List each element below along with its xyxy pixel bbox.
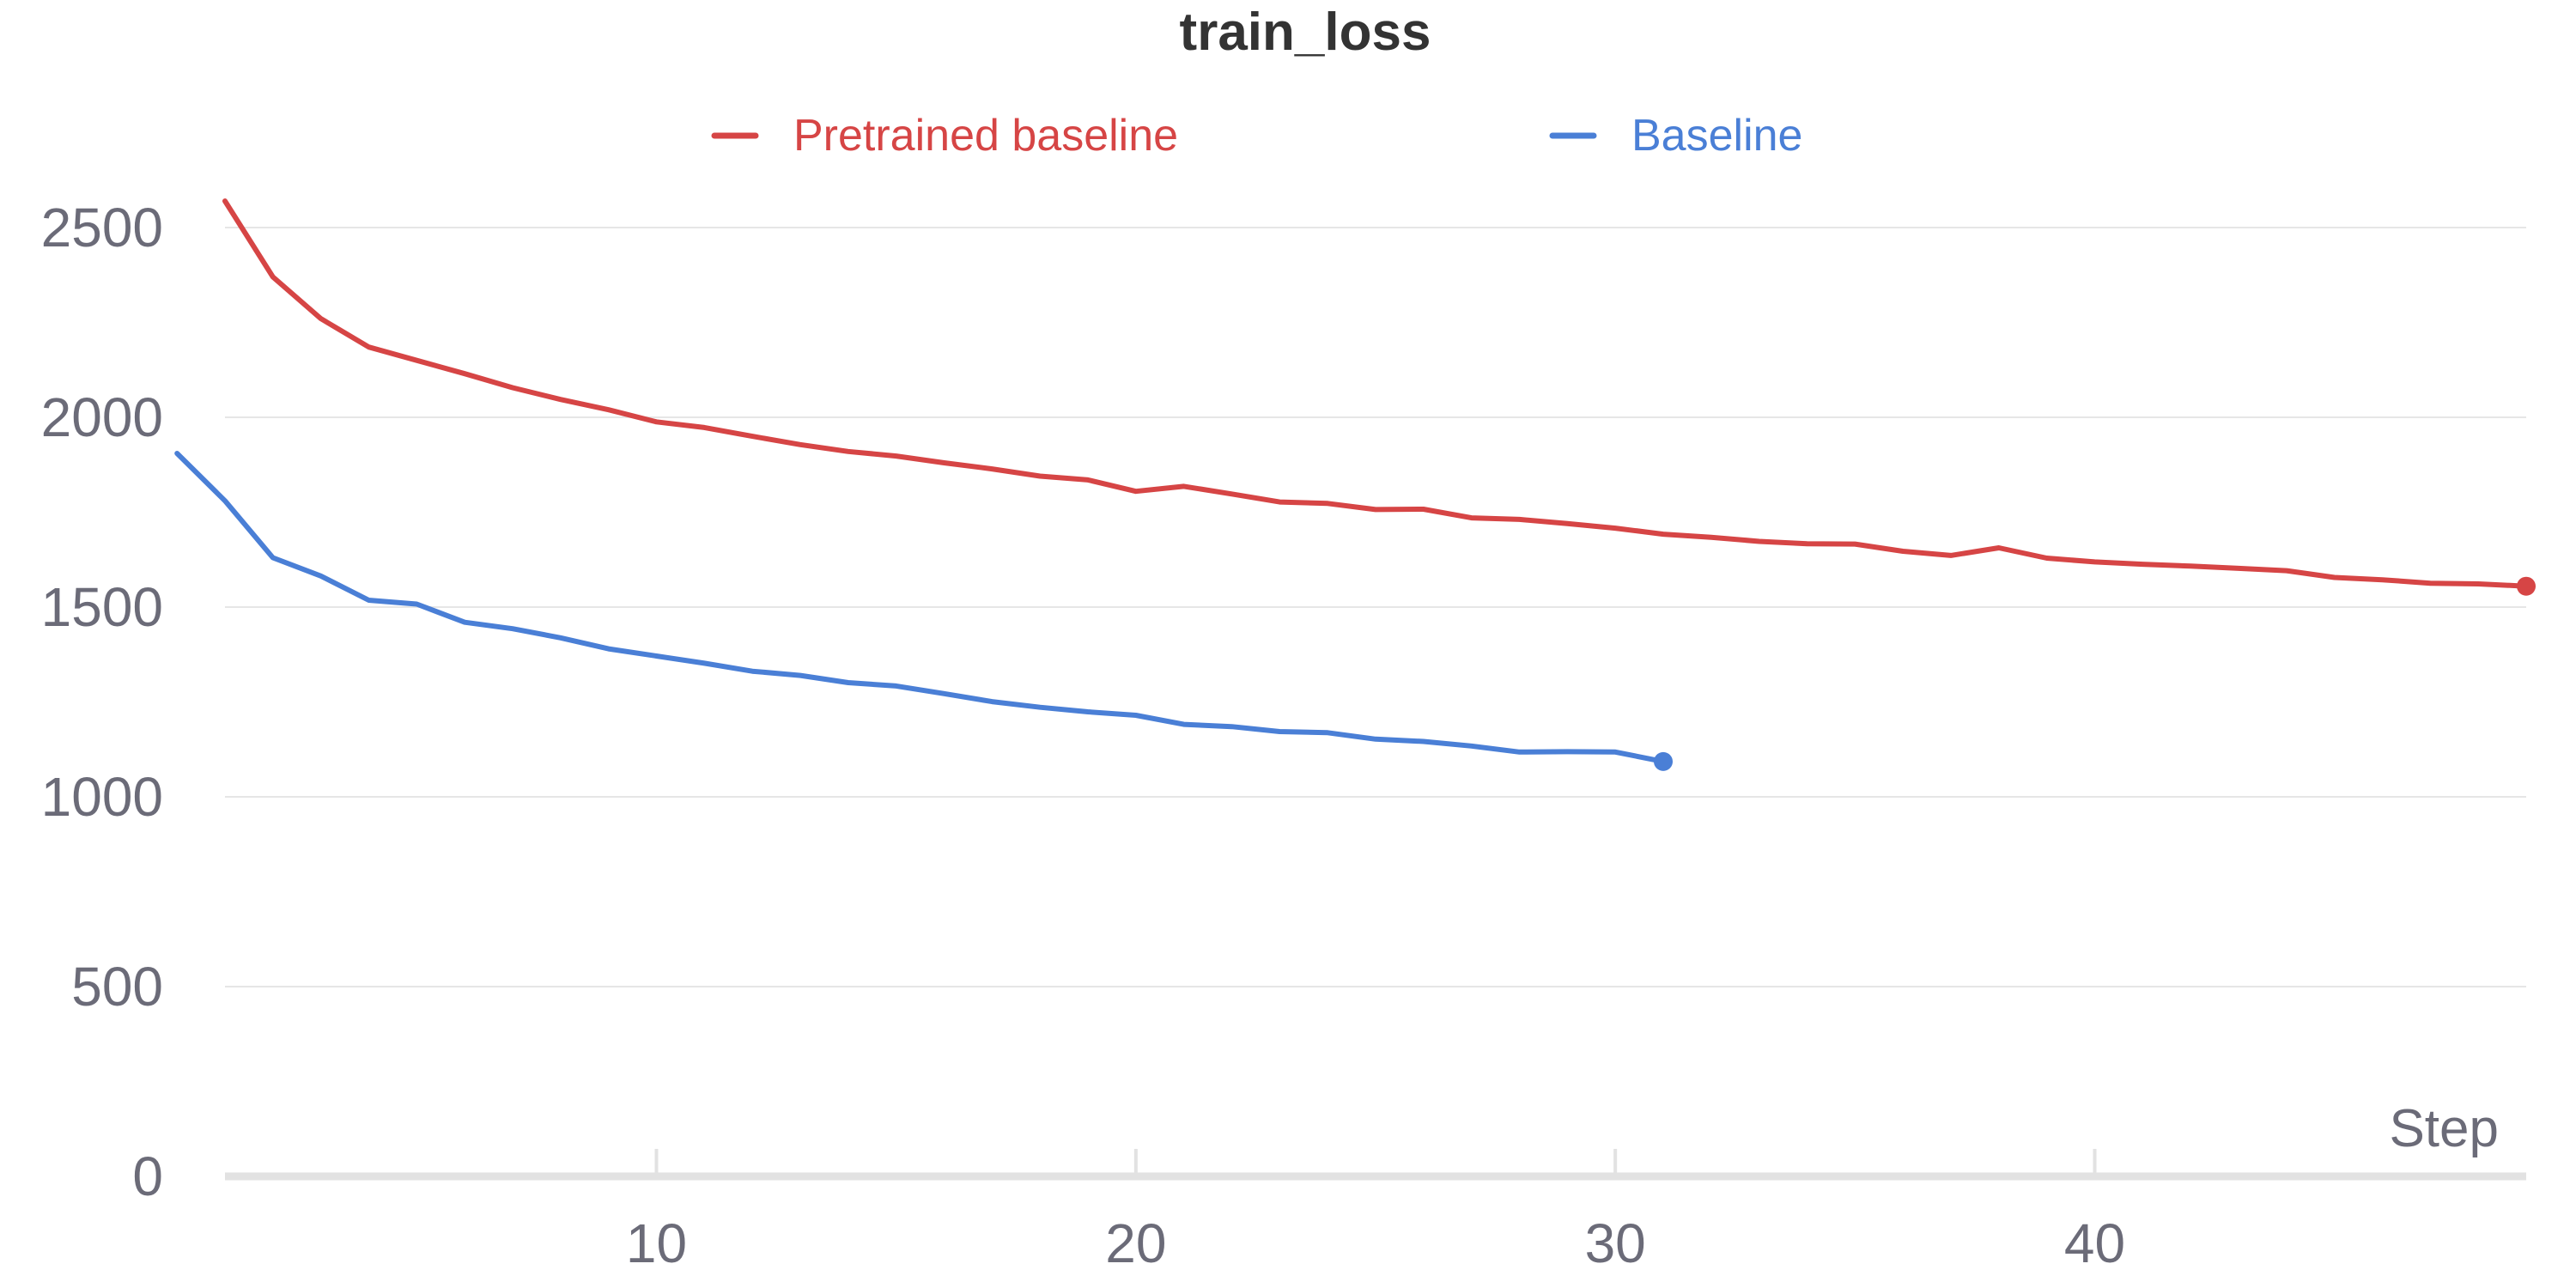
y-tick-label: 1000 <box>41 766 163 828</box>
y-tick-label: 500 <box>71 956 163 1018</box>
y-tick-label: 2500 <box>41 197 163 258</box>
series-layer <box>174 198 2536 771</box>
series-end-point <box>1654 751 1673 771</box>
legend: Pretrained baseline Baseline <box>711 111 1802 161</box>
gridlines: 0 500 1000 1500 2000 2500 <box>41 197 2526 1207</box>
series-line <box>222 198 2529 589</box>
y-tick-label: 1500 <box>41 576 163 638</box>
legend-label: Baseline <box>1631 111 1802 161</box>
series-line <box>174 451 1666 764</box>
chart-title: train_loss <box>1180 3 1431 62</box>
y-tick-label: 0 <box>132 1145 163 1207</box>
x-tick-label: 20 <box>1105 1212 1166 1274</box>
axes: 10 20 30 40 <box>225 1149 2526 1274</box>
y-tick-label: 2000 <box>41 386 163 448</box>
series-end-point <box>2517 576 2536 596</box>
x-tick-label: 40 <box>2064 1212 2125 1274</box>
x-tick-label: 30 <box>1585 1212 1646 1274</box>
legend-label: Pretrained baseline <box>793 111 1178 161</box>
x-axis-label: Step <box>2389 1099 2499 1158</box>
x-tick-label: 10 <box>626 1212 687 1274</box>
